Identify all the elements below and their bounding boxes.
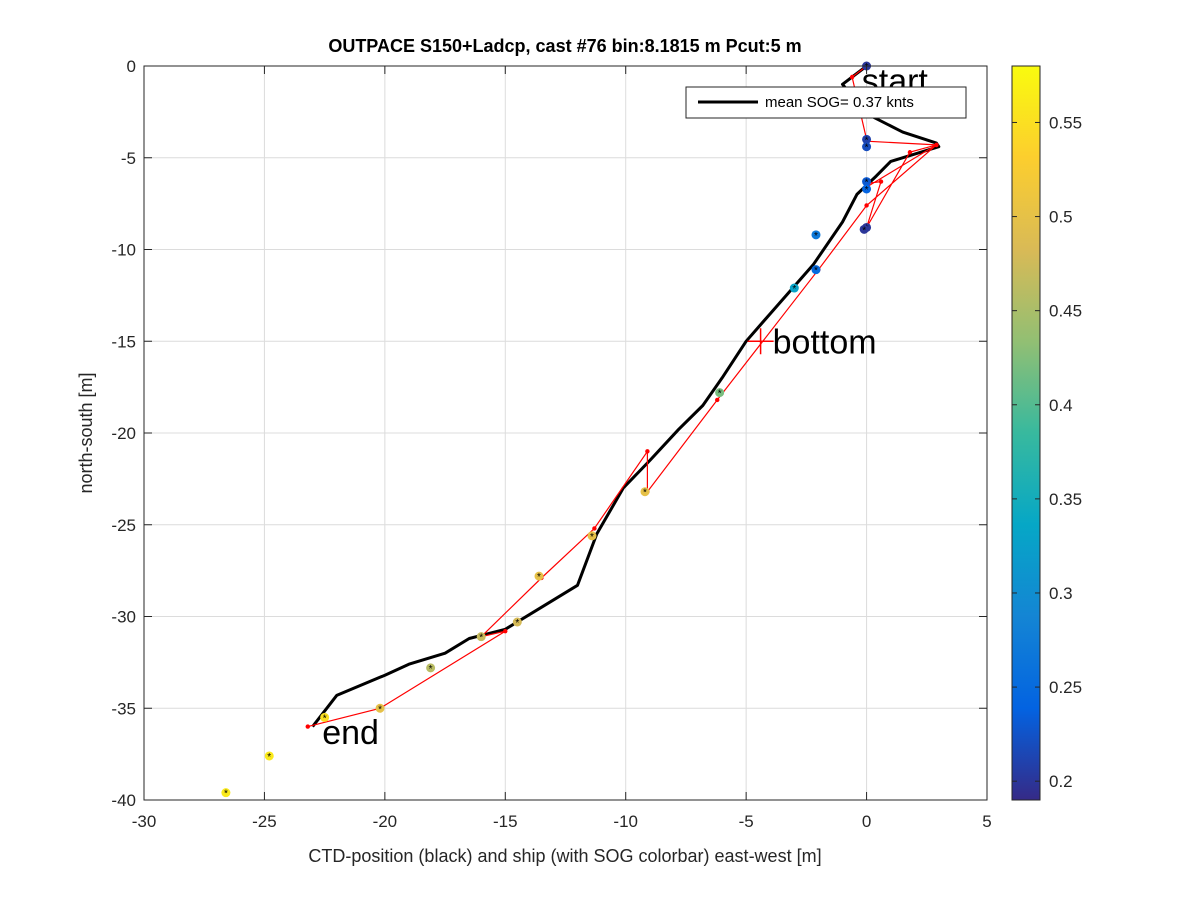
x-axis-ticks: -30 -25 -20 -15 -10 -5 0 5 [132,66,992,831]
y-axis-ticks: 0 -5 -10 -15 -20 -25 -30 -35 -40 [111,57,987,810]
sog-point [715,388,725,398]
sog-point [320,712,330,722]
ctd-star-marker: * [643,488,647,499]
colorbar-tick-label: 0.45 [1049,302,1082,321]
ctd-star-marker: * [814,266,818,277]
sog-point [811,230,821,240]
colorbar-tick-label: 0.5 [1049,208,1073,227]
ship-track-point [849,74,855,80]
ctd-star-marker: * [224,789,228,800]
x-tick-label: 0 [862,812,871,831]
ctd-star-marker: * [590,532,594,543]
ctd-star-marker: * [267,752,271,763]
ctd-star-marker: * [862,225,866,236]
ctd-star-marker: * [792,284,796,295]
ctd-star-marker: * [378,704,382,715]
ctd-star-marker: * [429,664,433,675]
sog-point [426,663,436,673]
x-axis-label: CTD-position (black) and ship (with SOG … [308,846,821,866]
colorbar-tick-label: 0.4 [1049,396,1073,415]
sog-point [640,487,650,497]
sog-point [859,224,869,234]
sog-point [862,142,872,152]
end-label: end [322,714,379,752]
ctd-star-marker: * [537,572,541,583]
ship-track-point [503,628,508,634]
ctd-star-marker: * [865,143,869,154]
ctd-star-marker: * [814,231,818,242]
y-tick-label: -5 [121,149,136,168]
ship-track-line [307,66,937,728]
colorbar-ticks: 0.2 0.25 0.3 0.35 0.4 0.45 0.5 0.55 [1012,113,1082,791]
sog-point [264,751,274,761]
colorbar-tick-label: 0.35 [1049,490,1082,509]
sog-point [789,283,799,293]
sog-point [375,703,385,713]
ctd-star-marker: * [865,135,869,146]
x-tick-label: -30 [132,812,157,831]
colorbar-tick-label: 0.25 [1049,678,1082,697]
ctd-star-marker: * [323,713,327,724]
x-tick-label: -5 [739,812,754,831]
y-tick-label: -20 [111,424,136,443]
chart-title: OUTPACE S150+Ladcp, cast #76 bin:8.1815 … [328,36,801,56]
colorbar: 0.2 0.25 0.3 0.35 0.4 0.45 0.5 0.55 [1011,65,1082,801]
sog-point [476,632,486,642]
y-tick-label: -30 [111,608,136,627]
sog-point [811,265,821,275]
ctd-star-marker: * [515,618,519,629]
legend: mean SOG= 0.37 knts [685,86,967,119]
sog-point [587,531,597,541]
ship-track-point [907,150,913,155]
x-tick-label: -25 [252,812,277,831]
ctd-star-marker: * [865,185,869,196]
ctd-star-marker: * [479,633,483,644]
ship-track-point [934,142,939,148]
x-tick-label: -15 [493,812,518,831]
ship-track-point [645,449,650,454]
ctd-star-marker: * [865,178,869,189]
sog-point [862,134,872,144]
y-tick-label: -35 [111,699,136,718]
y-tick-label: -15 [111,332,136,351]
ctd-star-marker: * [718,389,722,400]
ship-track-point [592,526,597,531]
y-tick-label: -10 [111,241,136,260]
colorbar-tick-label: 0.55 [1049,113,1082,132]
y-tick-label: 0 [127,57,136,76]
ship-track-point [305,724,310,729]
legend-label: mean SOG= 0.37 knts [765,94,914,111]
sog-point [862,184,872,194]
sog-point [221,788,231,798]
y-tick-label: -25 [111,516,136,535]
y-axis-label: north-south [m] [76,372,96,493]
bottom-label: bottom [773,323,877,361]
x-tick-label: -20 [373,812,398,831]
x-tick-label: -10 [613,812,638,831]
sog-point [534,571,544,581]
x-tick-label: 5 [982,812,991,831]
sog-point [862,177,872,187]
colorbar-scale [1011,65,1041,801]
ship-track-point [715,397,720,403]
ship-track-point [864,203,869,208]
ship-track-point [878,179,884,184]
y-tick-label: -40 [111,791,136,810]
colorbar-tick-label: 0.2 [1049,772,1073,791]
sog-point [512,617,522,627]
colorbar-tick-label: 0.3 [1049,584,1073,603]
legend-box [685,86,967,119]
